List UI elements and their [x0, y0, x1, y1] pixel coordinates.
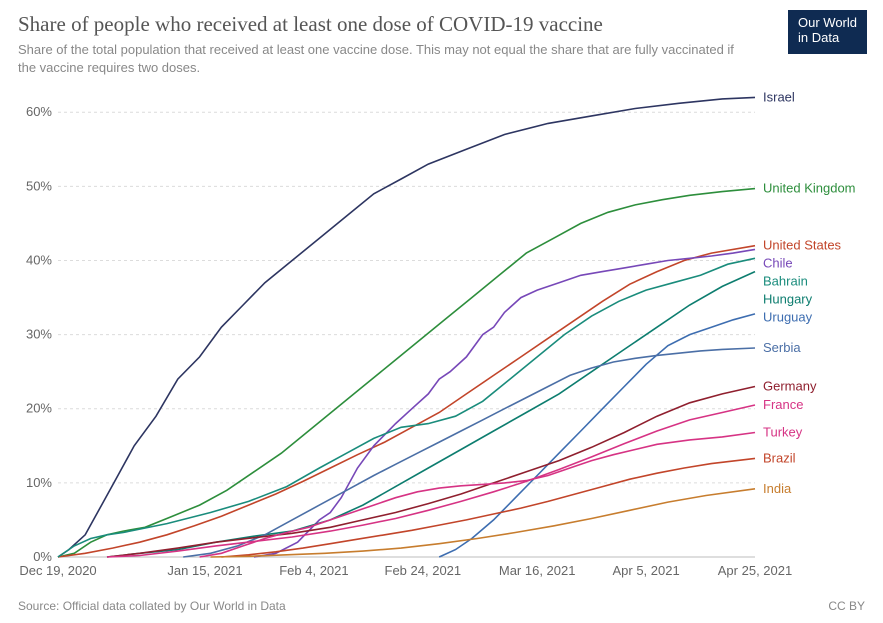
chart-header: Share of people who received at least on…: [0, 0, 883, 80]
svg-text:Apr 25, 2021: Apr 25, 2021: [718, 563, 792, 578]
chart-footer: Source: Official data collated by Our Wo…: [18, 599, 865, 613]
series-label-israel: Israel: [763, 89, 795, 104]
svg-text:20%: 20%: [26, 401, 52, 416]
svg-text:50%: 50%: [26, 178, 52, 193]
series-line-brazil: [221, 458, 755, 557]
svg-text:Feb 24, 2021: Feb 24, 2021: [385, 563, 462, 578]
series-line-united-kingdom: [58, 189, 755, 557]
series-label-bahrain: Bahrain: [763, 274, 808, 289]
svg-text:Mar 16, 2021: Mar 16, 2021: [499, 563, 576, 578]
series-line-france: [107, 405, 755, 557]
series-line-germany: [107, 387, 755, 558]
svg-text:40%: 40%: [26, 252, 52, 267]
logo-line-1: Our World: [798, 16, 857, 31]
series-label-india: India: [763, 481, 792, 496]
svg-text:Apr 5, 2021: Apr 5, 2021: [612, 563, 679, 578]
series-label-hungary: Hungary: [763, 292, 813, 307]
series-line-serbia: [183, 348, 755, 557]
series-label-united-states: United States: [763, 238, 842, 253]
owid-logo: Our World in Data: [788, 10, 867, 54]
svg-text:30%: 30%: [26, 327, 52, 342]
series-label-brazil: Brazil: [763, 450, 796, 465]
svg-text:0%: 0%: [33, 549, 52, 564]
series-label-chile: Chile: [763, 256, 793, 271]
series-label-france: France: [763, 397, 803, 412]
svg-text:Dec 19, 2020: Dec 19, 2020: [19, 563, 96, 578]
series-label-united-kingdom: United Kingdom: [763, 181, 856, 196]
series-label-uruguay: Uruguay: [763, 310, 813, 325]
chart-title: Share of people who received at least on…: [18, 12, 865, 37]
series-label-turkey: Turkey: [763, 424, 803, 439]
svg-text:60%: 60%: [26, 104, 52, 119]
series-line-israel: [58, 97, 755, 557]
series-label-germany: Germany: [763, 379, 817, 394]
line-chart-svg: 0% 10% 20% 30% 40% 50% 60% Dec 19, 2020 Jan 15, …: [18, 82, 865, 583]
series-line-india: [211, 489, 756, 557]
chart-subtitle: Share of the total population that recei…: [18, 41, 738, 76]
svg-text:Jan 15, 2021: Jan 15, 2021: [167, 563, 242, 578]
series-line-bahrain: [58, 258, 755, 557]
source-text: Source: Official data collated by Our Wo…: [18, 599, 286, 613]
license-text: CC BY: [828, 599, 865, 613]
svg-text:Feb 4, 2021: Feb 4, 2021: [279, 563, 348, 578]
chart-area: 0% 10% 20% 30% 40% 50% 60% Dec 19, 2020 Jan 15, …: [18, 82, 865, 583]
logo-line-2: in Data: [798, 31, 857, 46]
series-label-serbia: Serbia: [763, 340, 801, 355]
svg-text:10%: 10%: [26, 475, 52, 490]
